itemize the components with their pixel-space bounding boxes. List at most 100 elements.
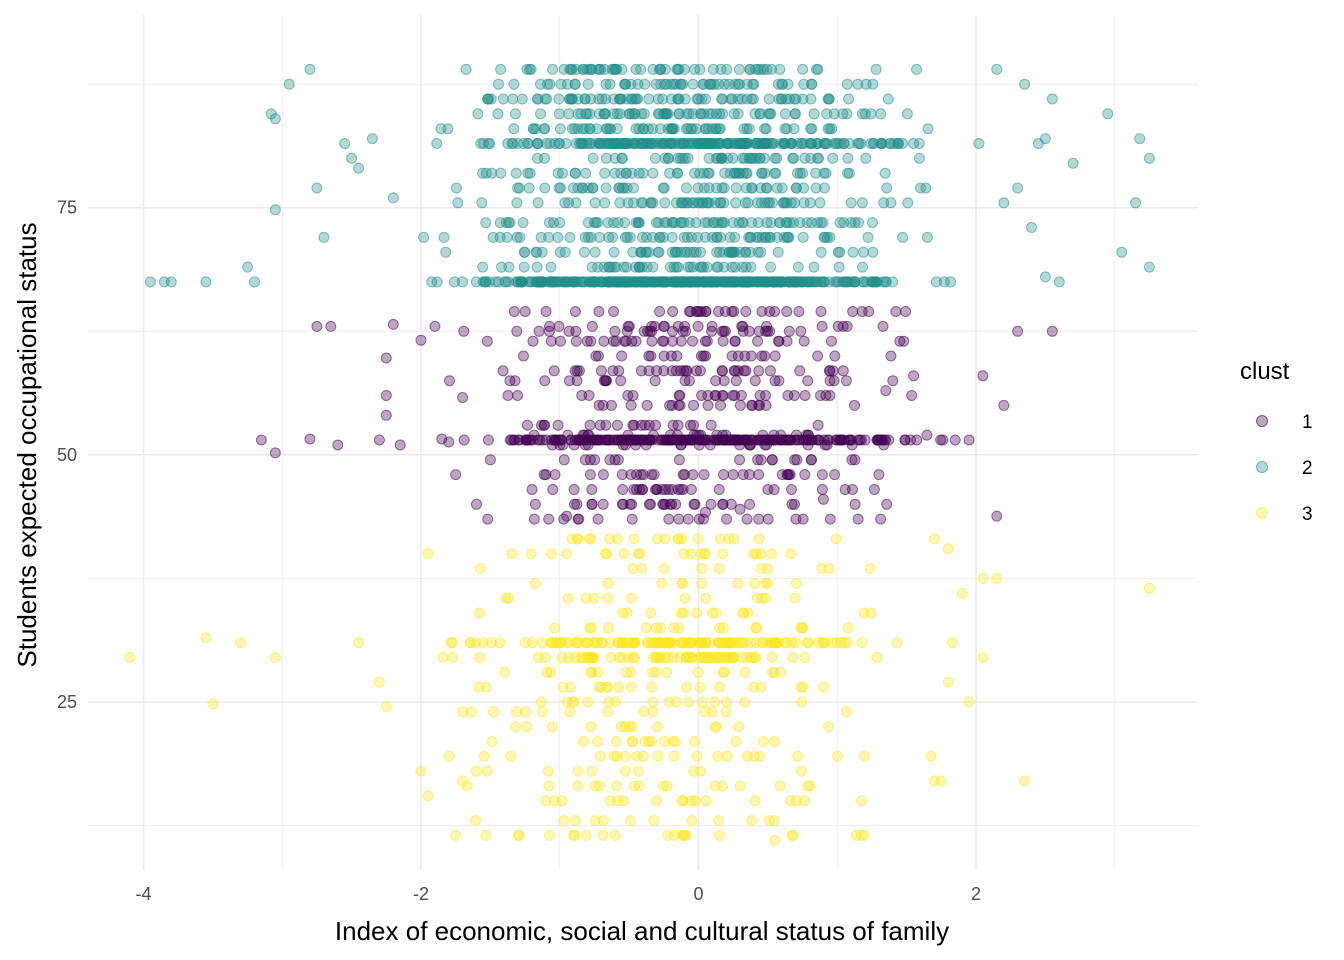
- cluster-1-point: [663, 484, 675, 495]
- cluster-1-point: [616, 350, 628, 362]
- cluster-3-point: [681, 681, 693, 693]
- cluster-1-point: [786, 498, 798, 510]
- cluster-2-point: [703, 197, 715, 209]
- cluster-1-point: [759, 350, 771, 362]
- cluster-2-point: [451, 182, 462, 194]
- cluster-3-point: [871, 652, 883, 663]
- cluster-1-point: [540, 306, 552, 317]
- cluster-1-point: [666, 365, 678, 377]
- cluster-2-point: [690, 246, 702, 258]
- cluster-3-point: [353, 637, 365, 649]
- cluster-1-point: [683, 375, 695, 387]
- cluster-3-point: [749, 577, 761, 589]
- cluster-3-point: [565, 681, 577, 693]
- cluster-1-point: [643, 365, 655, 377]
- cluster-3-point: [750, 622, 762, 634]
- cluster-2-point: [663, 138, 675, 149]
- cluster-2-point: [911, 63, 922, 75]
- cluster-2-point: [589, 197, 601, 209]
- cluster-1-point: [687, 335, 698, 347]
- cluster-2-point: [838, 217, 850, 229]
- cluster-2-point: [641, 231, 653, 243]
- cluster-2-point: [781, 197, 793, 209]
- cluster-1-point: [458, 325, 470, 337]
- cluster-2-point: [522, 167, 534, 179]
- cluster-1-point: [812, 350, 824, 362]
- cluster-1-point: [607, 365, 619, 377]
- cluster-1-point: [900, 306, 912, 317]
- cluster-2-point: [492, 108, 504, 120]
- cluster-3-point: [713, 815, 725, 827]
- cluster-1-point: [991, 510, 1003, 522]
- cluster-3-point: [789, 592, 801, 604]
- cluster-1-point: [502, 390, 514, 401]
- cluster-3-point: [925, 750, 937, 762]
- cluster-2-point: [913, 152, 925, 164]
- cluster-2-point: [679, 63, 690, 75]
- cluster-2-point: [523, 182, 535, 194]
- cluster-3-point: [669, 736, 681, 747]
- cluster-1-point: [885, 350, 897, 362]
- cluster-1-point: [766, 454, 778, 466]
- cluster-2-point: [680, 182, 692, 194]
- cluster-2-point: [514, 231, 526, 243]
- cluster-2-point: [763, 93, 775, 105]
- cluster-3-point: [443, 750, 455, 762]
- cluster-2-point: [666, 246, 678, 258]
- cluster-1-point: [727, 390, 739, 401]
- cluster-3-point: [663, 696, 675, 708]
- cluster-1-point: [627, 390, 639, 401]
- cluster-2-point: [726, 246, 738, 258]
- cluster-3-point: [207, 698, 219, 710]
- cluster-2-point: [1067, 157, 1079, 169]
- cluster-2-point: [477, 261, 489, 273]
- cluster-1-point: [799, 390, 811, 401]
- cluster-2-point: [624, 231, 636, 243]
- cluster-2-point: [582, 231, 594, 243]
- cluster-2-point: [867, 217, 878, 229]
- cluster-1-point: [802, 429, 814, 441]
- cluster-3-point: [505, 750, 517, 762]
- cluster-2-point: [805, 93, 817, 105]
- cluster-3-point: [689, 795, 701, 807]
- cluster-1-point: [627, 419, 639, 431]
- cluster-1-point: [868, 484, 880, 495]
- cluster-3-point: [662, 829, 674, 841]
- cluster-2-point: [567, 182, 579, 194]
- cluster-1-point: [506, 434, 517, 446]
- cluster-2-point: [353, 162, 365, 174]
- cluster-3-point: [842, 622, 854, 634]
- cluster-2-point: [788, 217, 799, 229]
- cluster-1-point: [877, 320, 889, 332]
- cluster-3-point: [549, 622, 561, 634]
- cluster-1-point: [631, 484, 642, 495]
- cluster-2-point: [838, 138, 850, 149]
- cluster-2-point: [659, 197, 671, 209]
- cluster-1-point: [429, 320, 441, 332]
- cluster-1-point: [593, 350, 604, 362]
- cluster-1-point: [740, 365, 752, 377]
- cluster-2-point: [607, 231, 619, 243]
- cluster-3-point: [618, 548, 630, 560]
- cluster-3-point: [739, 696, 751, 708]
- cluster-1-point: [675, 484, 687, 495]
- y-tick-label: 50: [57, 445, 77, 465]
- cluster-1-point: [617, 498, 629, 510]
- cluster-2-point: [599, 197, 611, 209]
- cluster-2-point: [798, 182, 810, 194]
- cluster-2-point: [519, 246, 531, 258]
- legend-label-3: 3: [1302, 504, 1313, 525]
- cluster-2-point: [442, 123, 454, 135]
- cluster-1-point: [826, 335, 837, 347]
- cluster-3-point: [611, 780, 623, 792]
- cluster-2-point: [681, 108, 693, 120]
- cluster-3-point: [718, 666, 730, 678]
- cluster-1-point: [636, 484, 648, 495]
- cluster-3-point: [768, 815, 780, 827]
- cluster-3-point: [569, 815, 581, 827]
- cluster-1-point: [783, 325, 795, 337]
- cluster-2-point: [569, 123, 581, 135]
- cluster-2-point: [516, 276, 528, 288]
- cluster-1-point: [670, 498, 682, 510]
- cluster-1-point: [752, 335, 764, 347]
